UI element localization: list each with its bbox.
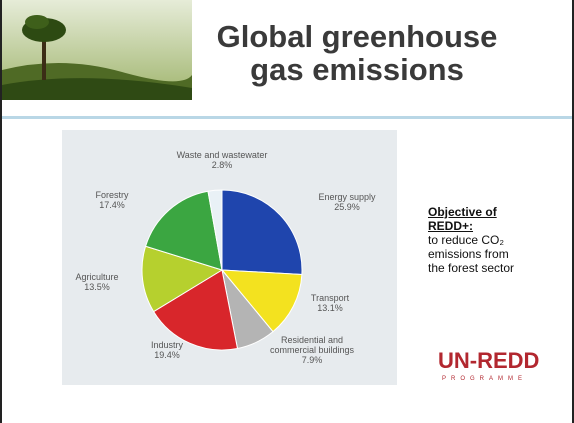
category-label: Waste and wastewater: [176, 150, 268, 160]
slice-label: Agriculture 13.5%: [42, 272, 152, 292]
pie-slice: [207, 189, 223, 271]
slice-label: Waste and wastewater 2.8%: [167, 150, 277, 170]
value-label: 7.9%: [301, 355, 323, 365]
slice-label: Transport 13.1%: [275, 293, 385, 313]
value-label: 2.8%: [211, 160, 233, 170]
pie-slice: [144, 190, 223, 271]
slice-label: Forestry 17.4%: [57, 190, 167, 210]
slice-label: Industry 19.4%: [112, 340, 222, 360]
divider: [2, 116, 572, 119]
pie-slice: [221, 189, 303, 276]
logo-sub: PROGRAMME: [442, 376, 528, 382]
category-label: Transport: [310, 293, 350, 303]
slide-title: Global greenhouse gas emissions: [216, 19, 498, 87]
pie-slice: [141, 245, 224, 313]
tree-image: [2, 0, 192, 100]
category-label: Energy supply: [318, 192, 376, 202]
category-label: Industry: [150, 340, 183, 350]
objective: Objective of REDD+: to reduce CO₂ emissi…: [428, 205, 528, 275]
value-label: 13.5%: [84, 282, 110, 292]
value-label: 13.1%: [317, 303, 343, 313]
objective-heading: Objective of REDD+:: [428, 205, 497, 233]
chart: [141, 189, 303, 351]
value-label: 19.4%: [154, 350, 180, 360]
category-label: Forestry: [95, 190, 129, 200]
slice-label: Energy supply 25.9%: [292, 192, 402, 212]
chart-area: Energy supply 25.9% Transport 13.1% Resident…: [62, 130, 397, 385]
value-label: 25.9%: [334, 202, 360, 212]
category-label: Residential and commercial buildings: [269, 335, 355, 355]
pie-slice: [220, 269, 303, 333]
logo: UN-REDD: [438, 348, 540, 373]
slice-label: Residential and commercial buildings 7.9%: [257, 335, 367, 365]
value-label: 17.4%: [99, 200, 125, 210]
category-label: Agriculture: [75, 272, 119, 282]
pie-slice: [152, 269, 239, 351]
objective-text: to reduce CO₂ emissions from the forest …: [428, 233, 515, 275]
